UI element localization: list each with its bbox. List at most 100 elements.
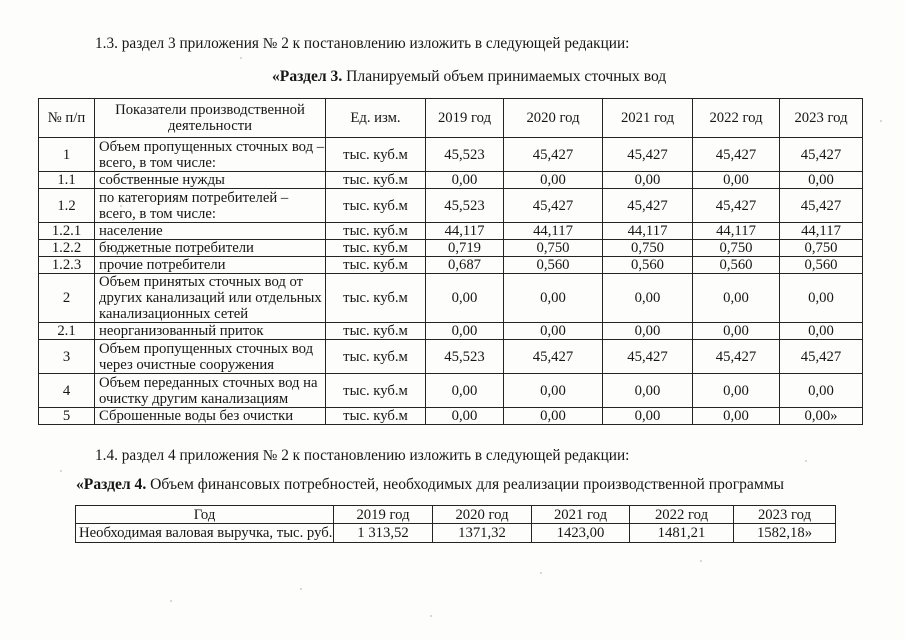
value-cell: 0,00 xyxy=(425,373,504,408)
section-4-title: «Раздел 4. Объем финансовых потребностей… xyxy=(76,476,784,494)
value-cell: 0,00 xyxy=(503,373,603,408)
indicator-name-cell: по категориям потребителей – всего, в то… xyxy=(94,188,326,223)
value-cell: 45,427 xyxy=(503,339,603,374)
row-number-cell: 4 xyxy=(38,373,95,408)
column-header: 2022 год xyxy=(692,98,780,138)
wastewater-table-body: 1 Объем пропущенных сточных вод – всего, … xyxy=(38,137,863,425)
scan-speck xyxy=(880,120,882,122)
section-3-title: «Раздел 3. Планируемый объем принимаемых… xyxy=(272,68,666,86)
financial-table-body: Необходимая валовая выручка, тыс. руб. 1 … xyxy=(75,523,836,543)
financial-needs-table: Год 2019 год 2020 год 2021 год 2022 год 2023 … xyxy=(75,505,836,543)
indicator-name-cell: Объем пропущенных сточных вод – всего, в… xyxy=(94,137,326,172)
value-cell: 1582,18» xyxy=(733,523,836,543)
section-3-title-text: Планируемый объем принимаемых сточных во… xyxy=(342,68,667,85)
table-row: 1.1 собственные нужды тыс. куб.м 0,00 0,00 0,… xyxy=(38,171,863,189)
table-row: 1.2.2 бюджетные потребители тыс. куб.м 0,71… xyxy=(38,239,863,257)
column-header: 2023 год xyxy=(733,505,836,524)
indicator-name-cell: бюджетные потребители xyxy=(94,239,326,257)
row-number-cell: 5 xyxy=(38,407,95,425)
scan-speck xyxy=(540,572,542,574)
scan-speck xyxy=(170,600,172,602)
scan-speck xyxy=(120,205,122,207)
value-cell: 0,00 xyxy=(503,322,603,340)
value-cell: 45,427 xyxy=(602,339,693,374)
row-number-cell: 2.1 xyxy=(38,322,95,340)
column-header: 2019 год xyxy=(425,98,504,138)
value-cell: 1481,21 xyxy=(629,523,734,543)
unit-cell: тыс. куб.м xyxy=(325,373,426,408)
indicator-name-cell: собственные нужды xyxy=(94,171,326,189)
paragraph-1-3: 1.3. раздел 3 приложения № 2 к постановл… xyxy=(95,35,630,52)
row-number-cell: 1.2 xyxy=(38,188,95,223)
scan-speck xyxy=(430,615,432,617)
table-row: Необходимая валовая выручка, тыс. руб. 1 … xyxy=(75,523,836,543)
indicator-name-cell: Объем пропущенных сточных вод через очис… xyxy=(94,339,326,374)
value-cell: 0,00 xyxy=(779,373,863,408)
table-row: 1.2 по категориям потребителей – всего, в… xyxy=(38,188,863,223)
value-cell: 0,00 xyxy=(779,171,863,189)
value-cell: 0,00 xyxy=(425,273,504,323)
value-cell: 44,117 xyxy=(425,222,504,240)
column-header: 2023 год xyxy=(779,98,863,138)
column-header: Ед. изм. xyxy=(325,98,426,138)
table-row: 2 Объем принятых сточных вод от других ка… xyxy=(38,273,863,323)
value-cell: 45,427 xyxy=(503,137,603,172)
column-header: 2020 год xyxy=(503,98,603,138)
row-number-cell: 1.2.3 xyxy=(38,256,95,274)
table-row: № п/п Показатели производственной деятель… xyxy=(38,98,863,138)
column-header: Год xyxy=(75,505,334,524)
value-cell: 0,560 xyxy=(602,256,693,274)
value-cell: 44,117 xyxy=(503,222,603,240)
value-cell: 0,750 xyxy=(503,239,603,257)
table-row: 1 Объем пропущенных сточных вод – всего, … xyxy=(38,137,863,172)
unit-cell: тыс. куб.м xyxy=(325,322,426,340)
table-row: 1.2.3 прочие потребители тыс. куб.м 0,687 0,… xyxy=(38,256,863,274)
value-cell: 45,523 xyxy=(425,188,504,223)
table-row: 1.2.1 население тыс. куб.м 44,117 44,117 44,1… xyxy=(38,222,863,240)
unit-cell: тыс. куб.м xyxy=(325,222,426,240)
value-cell: 0,560 xyxy=(692,256,780,274)
table-row: 4 Объем переданных сточных вод на очистку… xyxy=(38,373,863,408)
value-cell: 0,00 xyxy=(602,171,693,189)
value-cell: 0,560 xyxy=(779,256,863,274)
value-cell: 0,00 xyxy=(425,322,504,340)
value-cell: 0,00 xyxy=(692,171,780,189)
value-cell: 0,719 xyxy=(425,239,504,257)
table-row: 5 Сброшенные воды без очистки тыс. куб.м 0,… xyxy=(38,407,863,425)
table-row: 3 Объем пропущенных сточных вод через очи… xyxy=(38,339,863,374)
column-header: 2021 год xyxy=(602,98,693,138)
value-cell: 0,00 xyxy=(503,407,603,425)
section-4-title-text: Объем финансовых потребностей, необходим… xyxy=(146,476,785,493)
unit-cell: тыс. куб.м xyxy=(325,171,426,189)
unit-cell: тыс. куб.м xyxy=(325,273,426,323)
indicator-name-cell: неорганизованный приток xyxy=(94,322,326,340)
paragraph-1-4: 1.4. раздел 4 приложения № 2 к постановл… xyxy=(95,447,630,464)
value-cell: 44,117 xyxy=(692,222,780,240)
scan-speck xyxy=(700,560,702,562)
section-4-title-number: «Раздел 4. xyxy=(76,476,147,493)
table-row: Год 2019 год 2020 год 2021 год 2022 год 2023 … xyxy=(75,505,836,524)
value-cell: 1423,00 xyxy=(531,523,630,543)
unit-cell: тыс. куб.м xyxy=(325,407,426,425)
row-number-cell: 1 xyxy=(38,137,95,172)
value-cell: 0,560 xyxy=(503,256,603,274)
value-cell: 44,117 xyxy=(779,222,863,240)
row-number-cell: 1.2.1 xyxy=(38,222,95,240)
value-cell: 0,00 xyxy=(503,273,603,323)
column-header: 2021 год xyxy=(531,505,630,524)
value-cell: 0,00 xyxy=(779,322,863,340)
value-cell: 0,00 xyxy=(602,373,693,408)
row-number-cell: 2 xyxy=(38,273,95,323)
row-number-cell: 1.2.2 xyxy=(38,239,95,257)
unit-cell: тыс. куб.м xyxy=(325,188,426,223)
value-cell: 44,117 xyxy=(602,222,693,240)
value-cell: 0,00 xyxy=(602,273,693,323)
value-cell: 0,00» xyxy=(779,407,863,425)
value-cell: 45,427 xyxy=(779,339,863,374)
value-cell: 1 313,52 xyxy=(333,523,433,543)
indicator-name-cell: Объем переданных сточных вод на очистку … xyxy=(94,373,326,408)
section-3-title-number: «Раздел 3. xyxy=(272,68,343,85)
value-cell: 0,00 xyxy=(503,171,603,189)
value-cell: 0,00 xyxy=(425,171,504,189)
